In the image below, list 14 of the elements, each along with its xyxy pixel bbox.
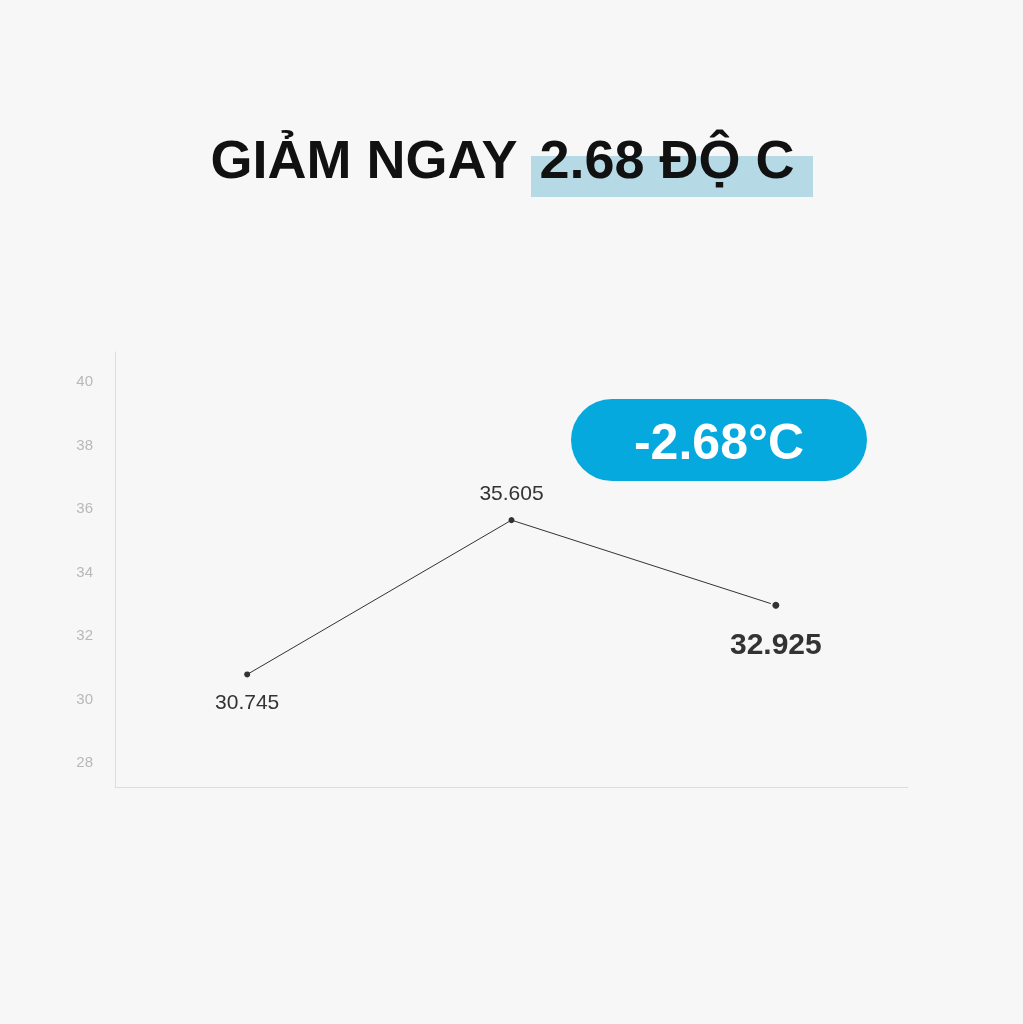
point [508, 517, 515, 524]
y-tick-label: 40 [76, 372, 93, 390]
point [244, 671, 251, 678]
y-tick-label: 36 [76, 499, 93, 517]
data-label: 32.925 [729, 627, 822, 661]
y-tick-label: 28 [76, 753, 93, 771]
data-label: 30.745 [215, 690, 280, 714]
y-tick-label: 32 [76, 626, 93, 644]
chart-title: GIẢM NGAY 2.68 ĐỘ C [210, 129, 796, 191]
y-tick-label: 34 [76, 562, 93, 580]
data-label: 35.605 [479, 481, 544, 505]
y-tick-label: 38 [76, 435, 93, 453]
annotation: -2.68°C [633, 414, 805, 470]
y-tick-label: 30 [76, 689, 93, 707]
